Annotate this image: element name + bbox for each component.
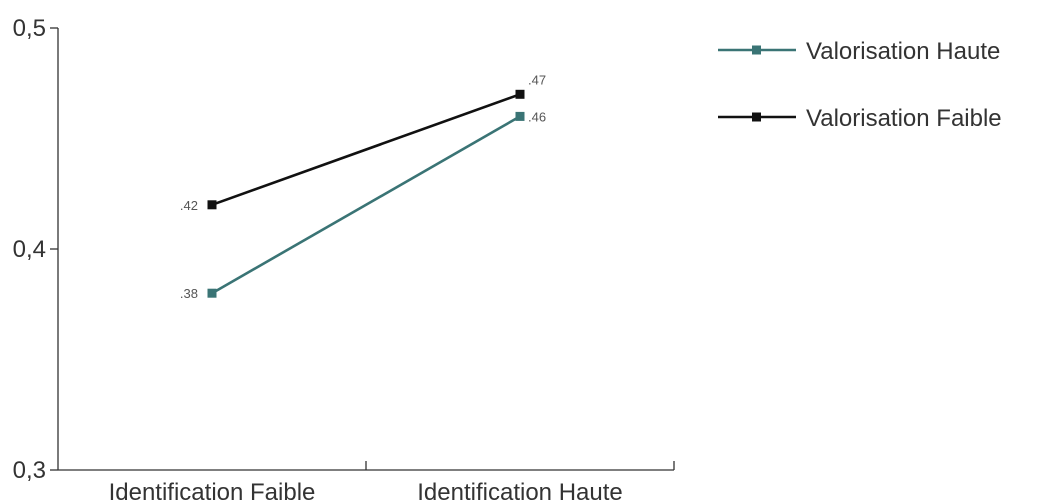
- data-label: .47: [528, 72, 546, 87]
- x-tick-label: Identification Haute: [417, 479, 622, 502]
- series-1: .38 .46: [180, 109, 546, 301]
- data-point: [207, 200, 217, 210]
- series-2: .42 .47: [180, 72, 546, 213]
- series-line: [211, 93, 521, 207]
- data-label: .38: [180, 286, 198, 301]
- legend-label: Valorisation Haute: [806, 38, 1000, 65]
- y-tick-label: 0,4: [13, 236, 46, 263]
- legend-marker: [752, 112, 761, 122]
- x-ticks: Identification Faible Identification Haut…: [109, 461, 675, 502]
- data-label: .46: [528, 109, 546, 124]
- legend-label: Valorisation Faible: [806, 105, 1002, 132]
- data-label: .42: [180, 198, 198, 213]
- y-tick-label: 0,5: [13, 15, 46, 42]
- axes: [57, 28, 674, 471]
- legend-item: Valorisation Haute: [718, 38, 1000, 65]
- legend-item: Valorisation Faible: [718, 105, 1002, 132]
- series-layer: .38 .46 .42 .47: [180, 72, 546, 301]
- data-point: [207, 288, 217, 298]
- legend-marker: [752, 45, 761, 55]
- y-ticks: 0,3 0,4 0,5: [13, 15, 58, 484]
- y-tick-label: 0,3: [13, 457, 46, 484]
- series-line: [211, 115, 521, 295]
- data-point: [515, 111, 525, 121]
- x-tick-label: Identification Faible: [109, 479, 316, 502]
- legend: Valorisation Haute Valorisation Faible: [718, 38, 1002, 132]
- data-point: [515, 89, 525, 99]
